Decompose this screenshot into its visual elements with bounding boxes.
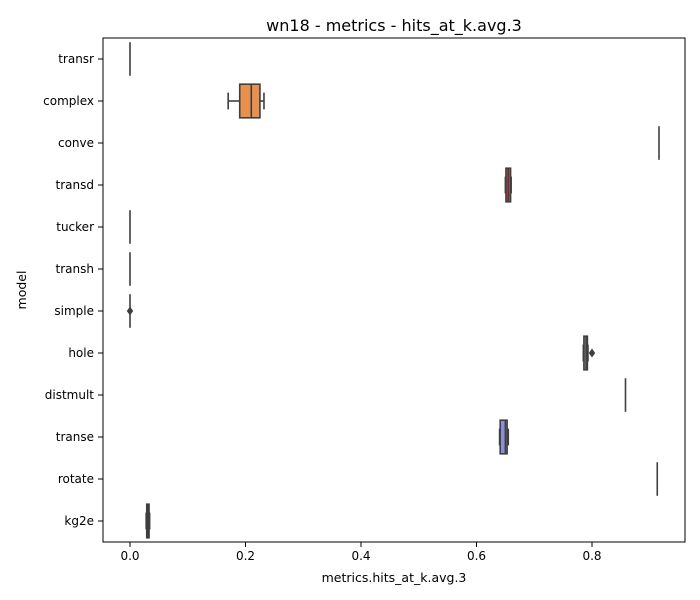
y-tick-label: conve (58, 136, 94, 150)
x-tick-label: 0.4 (351, 549, 370, 563)
outlier-hole (588, 348, 596, 358)
y-tick-label: transr (58, 52, 94, 66)
y-tick-label: simple (54, 304, 94, 318)
x-axis-label: metrics.hits_at_k.avg.3 (322, 570, 467, 585)
chart-title: wn18 - metrics - hits_at_k.avg.3 (266, 16, 522, 36)
y-tick-label: transh (56, 262, 94, 276)
box-transe (499, 419, 508, 455)
x-tick-label: 0.8 (582, 549, 601, 563)
x-tick-label: 0.6 (467, 549, 486, 563)
y-tick-label: distmult (45, 388, 95, 402)
y-tick-label: hole (68, 346, 94, 360)
y-tick-label: transd (56, 178, 94, 192)
y-tick-label: rotate (58, 472, 94, 486)
axes-frame (102, 37, 686, 543)
y-tick-label: tucker (56, 220, 94, 234)
plot-area: 0.0 0.2 0.4 0.6 0.8 transr complex conve transd t… (43, 37, 686, 563)
outlier-simple (126, 306, 134, 316)
y-axis-label: model (14, 271, 29, 310)
x-tick-label: 0.2 (236, 549, 255, 563)
y-tick-label: transe (56, 430, 94, 444)
y-tick-label: complex (43, 94, 94, 108)
x-tick-label: 0.0 (120, 549, 139, 563)
y-tick-label: kg2e (64, 514, 94, 528)
box-complex (238, 83, 261, 119)
